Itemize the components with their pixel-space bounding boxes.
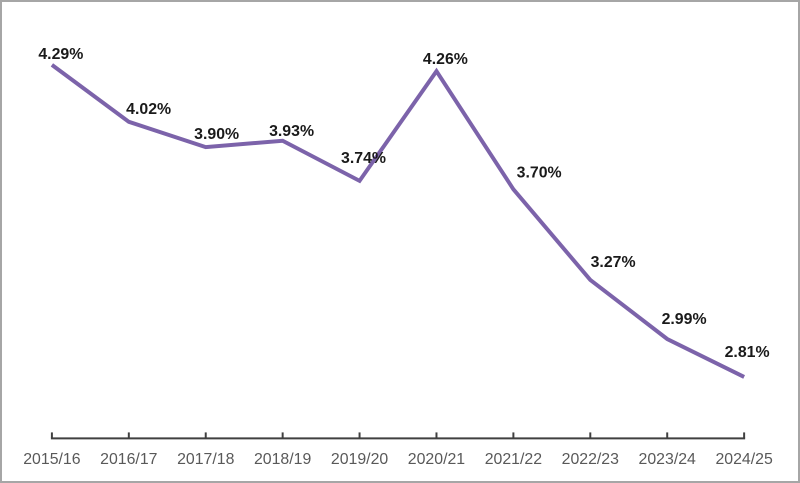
data-label: 4.26% (423, 51, 468, 68)
data-label: 3.70% (517, 164, 562, 181)
series-line (50, 63, 746, 379)
data-label: 3.90% (194, 126, 239, 143)
x-axis-label: 2020/21 (408, 451, 466, 468)
x-axis-label: 2018/19 (254, 451, 312, 468)
x-axis-label: 2017/18 (177, 451, 235, 468)
x-axis-label: 2023/24 (639, 451, 697, 468)
data-label: 3.27% (591, 254, 636, 271)
data-label: 3.93% (269, 123, 314, 140)
data-label: 2.81% (725, 344, 770, 361)
x-axis-label: 2016/17 (100, 451, 158, 468)
data-label: 4.29% (38, 46, 83, 63)
x-axis-label: 2024/25 (715, 451, 773, 468)
data-label: 4.02% (126, 101, 171, 118)
x-axis-label: 2021/22 (485, 451, 543, 468)
x-axis-label: 2015/16 (23, 451, 81, 468)
data-label: 2.99% (662, 311, 707, 328)
data-label: 3.74% (341, 150, 386, 167)
x-axis-label: 2019/20 (331, 451, 389, 468)
x-axis-label: 2022/23 (562, 451, 620, 468)
